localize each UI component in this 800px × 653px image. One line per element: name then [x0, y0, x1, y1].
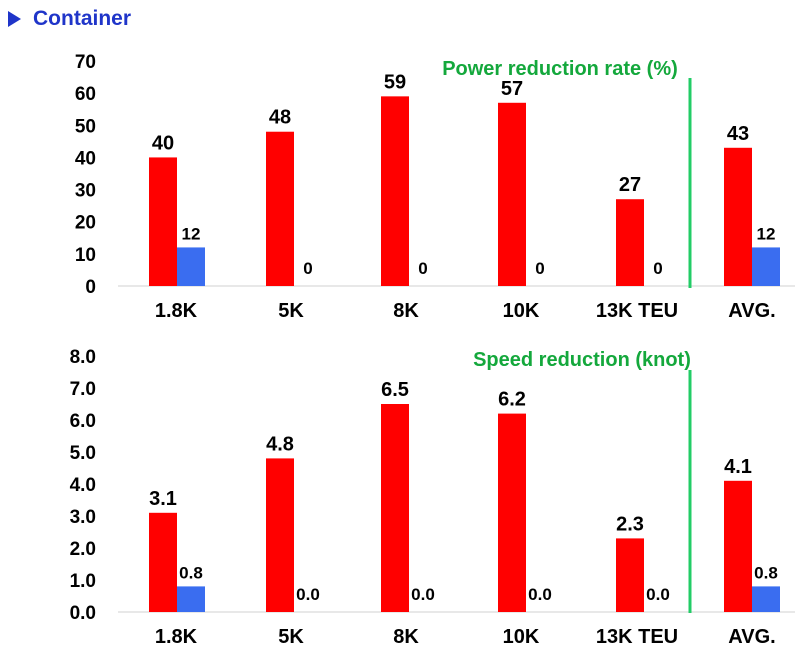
chart-annotation-0: Power reduction rate (%) — [442, 58, 678, 80]
y-tick-label-1-0: 0.0 — [70, 603, 96, 624]
data-label-1-s1-2: 0.0 — [411, 585, 435, 604]
y-tick-label-0-0: 0 — [85, 277, 96, 298]
data-label-0-s1-1: 0 — [303, 259, 312, 278]
x-tick-label-1-0: 1.8K — [155, 626, 198, 648]
x-tick-label-0-3: 10K — [503, 300, 540, 322]
y-tick-label-1-4: 4.0 — [70, 475, 96, 496]
data-label-1-s0-1: 4.8 — [266, 433, 294, 455]
data-label-0-s0-4: 27 — [619, 174, 641, 196]
data-label-0-s1-3: 0 — [535, 259, 544, 278]
y-tick-label-1-1: 1.0 — [70, 571, 96, 592]
data-label-1-s1-3: 0.0 — [528, 585, 552, 604]
bar-0-s0-2 — [381, 96, 409, 286]
bar-0-s0-3 — [498, 102, 526, 287]
data-label-1-s0-2: 6.5 — [381, 379, 409, 401]
x-tick-label-0-1: 5K — [278, 300, 304, 322]
bar-1-s0-5 — [724, 480, 752, 612]
y-tick-label-1-6: 6.0 — [70, 411, 96, 432]
section-header: Container — [8, 6, 131, 32]
y-tick-label-0-7: 70 — [75, 52, 96, 73]
x-tick-label-1-3: 10K — [503, 626, 540, 648]
y-tick-label-0-1: 10 — [75, 245, 96, 266]
y-tick-label-0-6: 60 — [75, 84, 96, 105]
bar-0-s1-5 — [752, 247, 780, 286]
data-label-0-s1-2: 0 — [418, 259, 427, 278]
y-tick-label-0-5: 50 — [75, 116, 96, 137]
play-triangle-icon — [8, 11, 21, 27]
data-label-1-s1-1: 0.0 — [296, 585, 320, 604]
bar-1-s0-1 — [266, 458, 294, 612]
x-tick-label-1-4: 13K TEU — [596, 626, 678, 648]
data-label-0-s0-3: 57 — [501, 78, 523, 100]
section-title: Container — [33, 7, 132, 30]
data-label-1-s0-4: 2.3 — [616, 513, 644, 535]
data-label-1-s1-0: 0.8 — [179, 563, 203, 582]
data-label-1-s1-5: 0.8 — [754, 563, 778, 582]
y-tick-label-0-4: 40 — [75, 148, 96, 169]
data-label-1-s0-3: 6.2 — [498, 389, 526, 411]
chart-annotation-1: Speed reduction (knot) — [473, 349, 691, 371]
bar-1-s0-3 — [498, 413, 526, 612]
x-tick-label-1-5: AVG. — [728, 626, 775, 648]
data-label-0-s1-0: 12 — [182, 224, 201, 243]
y-tick-label-0-3: 30 — [75, 181, 96, 202]
data-label-1-s0-5: 4.1 — [724, 456, 752, 478]
bar-0-s0-4 — [616, 199, 644, 286]
y-tick-label-1-8: 8.0 — [70, 347, 96, 368]
y-tick-label-1-2: 2.0 — [70, 539, 96, 560]
y-tick-label-0-2: 20 — [75, 213, 96, 234]
data-label-0-s0-0: 40 — [152, 132, 174, 154]
bar-0-s0-1 — [266, 131, 294, 286]
bar-1-s0-0 — [149, 512, 177, 612]
y-tick-label-1-3: 3.0 — [70, 507, 96, 528]
bar-1-s1-0 — [177, 586, 205, 612]
bar-1-s1-5 — [752, 586, 780, 612]
data-label-0-s1-5: 12 — [757, 224, 776, 243]
x-tick-label-0-4: 13K TEU — [596, 300, 678, 322]
data-label-1-s0-0: 3.1 — [149, 488, 177, 510]
x-tick-label-1-1: 5K — [278, 626, 304, 648]
data-label-0-s1-4: 0 — [653, 259, 662, 278]
bar-1-s0-4 — [616, 538, 644, 612]
data-label-0-s0-5: 43 — [727, 123, 749, 145]
bar-0-s0-0 — [149, 157, 177, 286]
x-tick-label-0-0: 1.8K — [155, 300, 198, 322]
bar-0-s1-0 — [177, 247, 205, 286]
data-label-0-s0-1: 48 — [269, 107, 291, 129]
data-label-1-s1-4: 0.0 — [646, 585, 670, 604]
x-tick-label-0-5: AVG. — [728, 300, 775, 322]
y-tick-label-1-7: 7.0 — [70, 379, 96, 400]
bar-0-s0-5 — [724, 147, 752, 286]
x-tick-label-0-2: 8K — [393, 300, 419, 322]
bar-1-s0-2 — [381, 404, 409, 612]
x-tick-label-1-2: 8K — [393, 626, 419, 648]
data-label-0-s0-2: 59 — [384, 71, 406, 93]
y-tick-label-1-5: 5.0 — [70, 443, 96, 464]
